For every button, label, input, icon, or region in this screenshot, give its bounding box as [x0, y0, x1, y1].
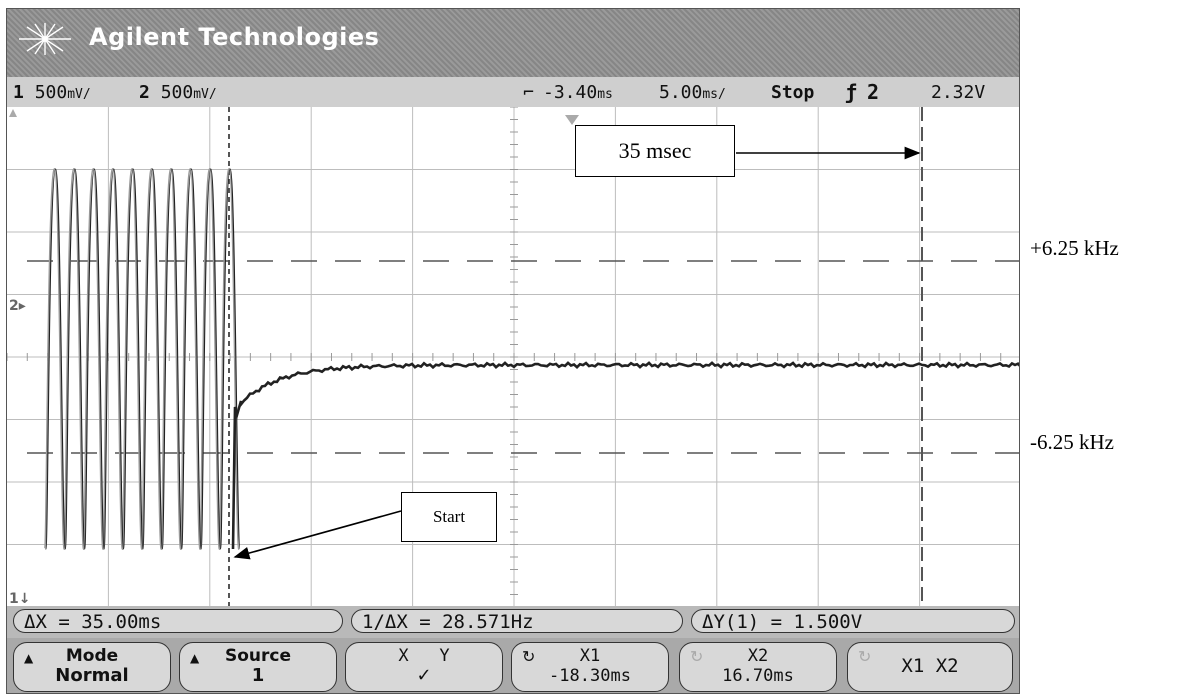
mode-softkey[interactable]: ▲ Mode Normal — [13, 642, 171, 692]
x1-value: -18.30ms — [549, 666, 631, 686]
xy-softkey[interactable]: X Y ✓ — [345, 642, 503, 692]
graticule — [7, 107, 1019, 607]
source-label: Source — [224, 646, 292, 666]
source-softkey[interactable]: ▲ Source 1 — [179, 642, 337, 692]
ch2-square-wave — [44, 167, 240, 551]
x1-x2-softkey[interactable]: ↻ X1 X2 — [847, 642, 1013, 692]
upper-frequency-label: +6.25 kHz — [1030, 236, 1119, 260]
x1-x2-label: X1 X2 — [901, 655, 959, 677]
oscilloscope-screen: Agilent Technologies 1 500mV/ 2 500mV/ ⌐… — [6, 8, 1020, 694]
mode-value: Normal — [55, 665, 129, 686]
delta-x-readout: ΔX = 35.00ms — [13, 609, 343, 633]
status-line: 1 500mV/ 2 500mV/ ⌐ -3.40ms 5.00ms/ Stop… — [7, 77, 1019, 107]
time-delay-unit: ms — [597, 87, 613, 102]
xy-label: X Y — [398, 646, 450, 666]
annotation-arrows — [233, 146, 921, 560]
lower-frequency-label: -6.25 kHz — [1030, 430, 1114, 454]
brand-name: Agilent Technologies — [89, 23, 380, 51]
waveform-display: 2▸ 1↓ 35 msec Start — [7, 107, 1019, 607]
up-triangle-icon: ▲ — [24, 651, 34, 665]
cursor-lines — [27, 107, 1019, 607]
checkmark-icon: ✓ — [416, 665, 432, 686]
ch1-settling-trace — [231, 361, 1019, 550]
trigger-level[interactable]: 2.32V — [931, 82, 986, 103]
softkey-row: ▲ Mode Normal ▲ Source 1 X Y ✓ ↻ X1 -18.… — [7, 638, 1019, 693]
time-scale-readout[interactable]: 5.00ms/ — [659, 82, 726, 103]
ground-markers: 2▸ 1↓ — [9, 109, 579, 607]
run-state[interactable]: Stop — [771, 82, 815, 103]
x2-value: 16.70ms — [722, 666, 794, 686]
start-annotation-text: Start — [432, 507, 466, 526]
ch2-scale-readout[interactable]: 2 500mV/ — [139, 82, 217, 103]
ch1-scale-value: 500 — [34, 82, 68, 103]
ch2-scale-value: 500 — [160, 82, 194, 103]
ch1-number: 1 — [13, 82, 24, 103]
up-arrow-icon — [9, 109, 17, 117]
time-delay-readout[interactable]: -3.40ms — [543, 82, 613, 103]
ch2-ground-marker: 2▸ — [9, 298, 26, 314]
msec-annotation-box: 35 msec — [575, 125, 735, 177]
start-arrow — [233, 510, 402, 560]
time-scale-value: 5.00 — [659, 82, 703, 103]
ch1-ground-marker: 1↓ — [9, 591, 30, 607]
ch1-scale-unit: mV/ — [67, 87, 91, 102]
x1-softkey[interactable]: ↻ X1 -18.30ms — [511, 642, 669, 692]
brand-bar: Agilent Technologies — [7, 9, 1019, 77]
delta-y-readout: ΔY(1) = 1.500V — [691, 609, 1015, 633]
ch2-number: 2 — [139, 82, 150, 103]
trigger-source[interactable]: 2 — [867, 80, 880, 104]
x2-softkey[interactable]: ↻ X2 16.70ms — [679, 642, 837, 692]
mode-label: Mode — [65, 646, 119, 666]
ch2-scale-unit: mV/ — [193, 87, 217, 102]
x2-label: X2 — [747, 646, 769, 666]
rotate-knob-icon: ↻ — [858, 647, 872, 666]
x1-label: X1 — [579, 646, 601, 666]
measurement-row: ΔX = 35.00ms 1/ΔX = 28.571Hz ΔY(1) = 1.5… — [7, 606, 1019, 638]
trigger-position-marker — [565, 115, 579, 125]
rotate-knob-icon: ↻ — [522, 647, 536, 666]
time-scale-unit: ms/ — [702, 87, 726, 102]
time-delay-value: -3.40 — [543, 82, 598, 103]
source-value: 1 — [251, 665, 265, 686]
ch1-scale-readout[interactable]: 1 500mV/ — [13, 82, 91, 103]
up-triangle-icon: ▲ — [190, 651, 200, 665]
msec-annotation-text: 35 msec — [618, 138, 692, 163]
start-annotation-box: Start — [401, 492, 497, 542]
rotate-knob-icon: ↻ — [690, 647, 704, 666]
traces — [44, 167, 1019, 551]
starburst-icon — [19, 23, 71, 55]
ch2-square-wave-edge — [45, 168, 241, 550]
trigger-position-icon: ⌐ — [523, 82, 534, 103]
inverse-delta-x-readout: 1/ΔX = 28.571Hz — [351, 609, 683, 633]
waveform-plot: 2▸ 1↓ — [7, 107, 1019, 607]
falling-edge-icon: ƒ — [845, 80, 858, 104]
